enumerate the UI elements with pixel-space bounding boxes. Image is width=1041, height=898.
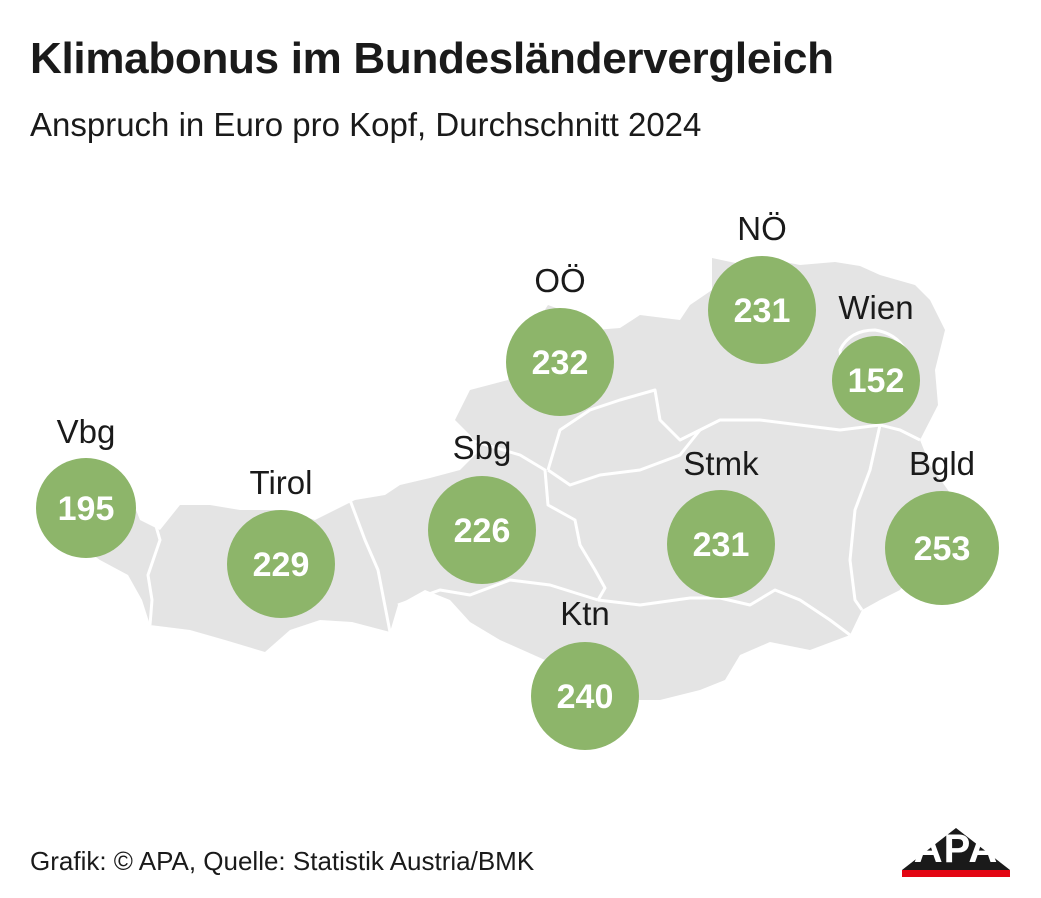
state-bubble-stmk (667, 490, 775, 598)
chart-title: Klimabonus im Bundesländervergleich (30, 34, 834, 83)
state-value-ktn: 240 (557, 678, 614, 716)
state-label-tirol: Tirol (250, 464, 313, 501)
source-credit: Grafik: © APA, Quelle: Statistik Austria… (30, 846, 535, 876)
state-bubble-tirol (227, 510, 335, 618)
state-bubble-ooe (506, 308, 614, 416)
state-label-wien: Wien (838, 289, 913, 326)
state-borders (146, 328, 921, 637)
state-label-stmk: Stmk (683, 445, 759, 482)
state-bubble-noe (708, 256, 816, 364)
state-bubble-vbg (36, 458, 136, 558)
state-value-ooe: 232 (532, 344, 589, 382)
state-bubble-wien (832, 336, 920, 424)
state-label-bgld: Bgld (909, 445, 975, 482)
apa-logo-shape (902, 828, 1010, 877)
state-label-ooe: OÖ (534, 262, 585, 299)
apa-logo: APA (900, 826, 1012, 878)
state-value-vbg: 195 (58, 490, 115, 528)
state-bubble-ktn (531, 642, 639, 750)
state-label-ktn: Ktn (560, 595, 610, 632)
state-value-tirol: 229 (253, 546, 310, 584)
state-label-noe: NÖ (737, 210, 787, 247)
state-label-sbg: Sbg (453, 429, 512, 466)
state-value-noe: 231 (734, 292, 791, 330)
apa-logo-text: APA (913, 827, 999, 871)
state-bubble-sbg (428, 476, 536, 584)
state-value-sbg: 226 (454, 512, 511, 550)
state-bubble-bgld (885, 491, 999, 605)
state-value-stmk: 231 (693, 526, 750, 564)
state-value-wien: 152 (848, 362, 905, 400)
state-value-bgld: 253 (914, 530, 971, 568)
chart-subtitle: Anspruch in Euro pro Kopf, Durchschnitt … (30, 106, 702, 143)
state-label-vbg: Vbg (57, 413, 116, 450)
